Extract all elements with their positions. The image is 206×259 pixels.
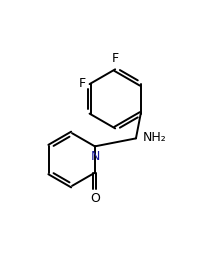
Text: NH₂: NH₂: [142, 131, 166, 144]
Text: N: N: [91, 150, 100, 163]
Text: F: F: [78, 77, 85, 90]
Text: F: F: [112, 52, 119, 65]
Text: O: O: [90, 192, 100, 205]
